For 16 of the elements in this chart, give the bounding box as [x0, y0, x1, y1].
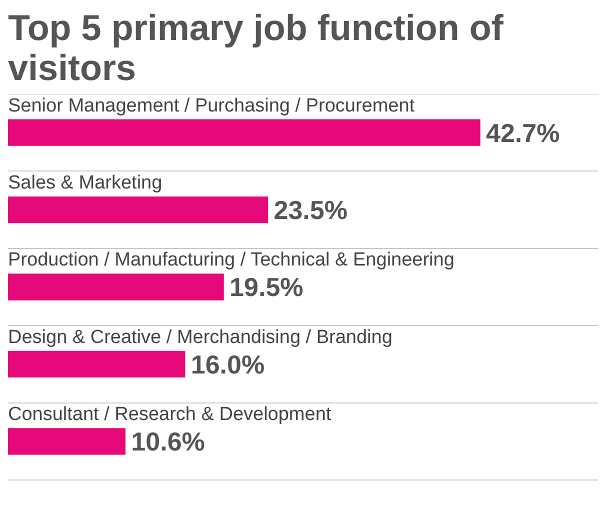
data-label: 23.5%: [274, 194, 348, 225]
y-tick-label: Production / Manufacturing / Technical & Engineering: [8, 250, 454, 271]
data-label: 19.5%: [230, 272, 304, 302]
y-tick-label: Design & Creative / Merchandising / Branding: [8, 326, 392, 348]
bar: [8, 196, 268, 224]
data-label: 42.7%: [486, 118, 560, 148]
y-tick-label: Senior Management / Purchasing / Procurement: [8, 95, 416, 116]
data-label: 16.0%: [190, 349, 265, 380]
bar: [8, 428, 126, 455]
y-tick-label: Consultant / Research & Development: [8, 404, 332, 426]
bar: [8, 274, 224, 300]
data-label: 10.6%: [131, 426, 205, 457]
bar: [8, 350, 186, 378]
chart-title: Top 5 primary job function of visitors: [8, 7, 504, 88]
bar: [8, 119, 480, 146]
y-tick-label: Sales & Marketing: [8, 172, 162, 194]
